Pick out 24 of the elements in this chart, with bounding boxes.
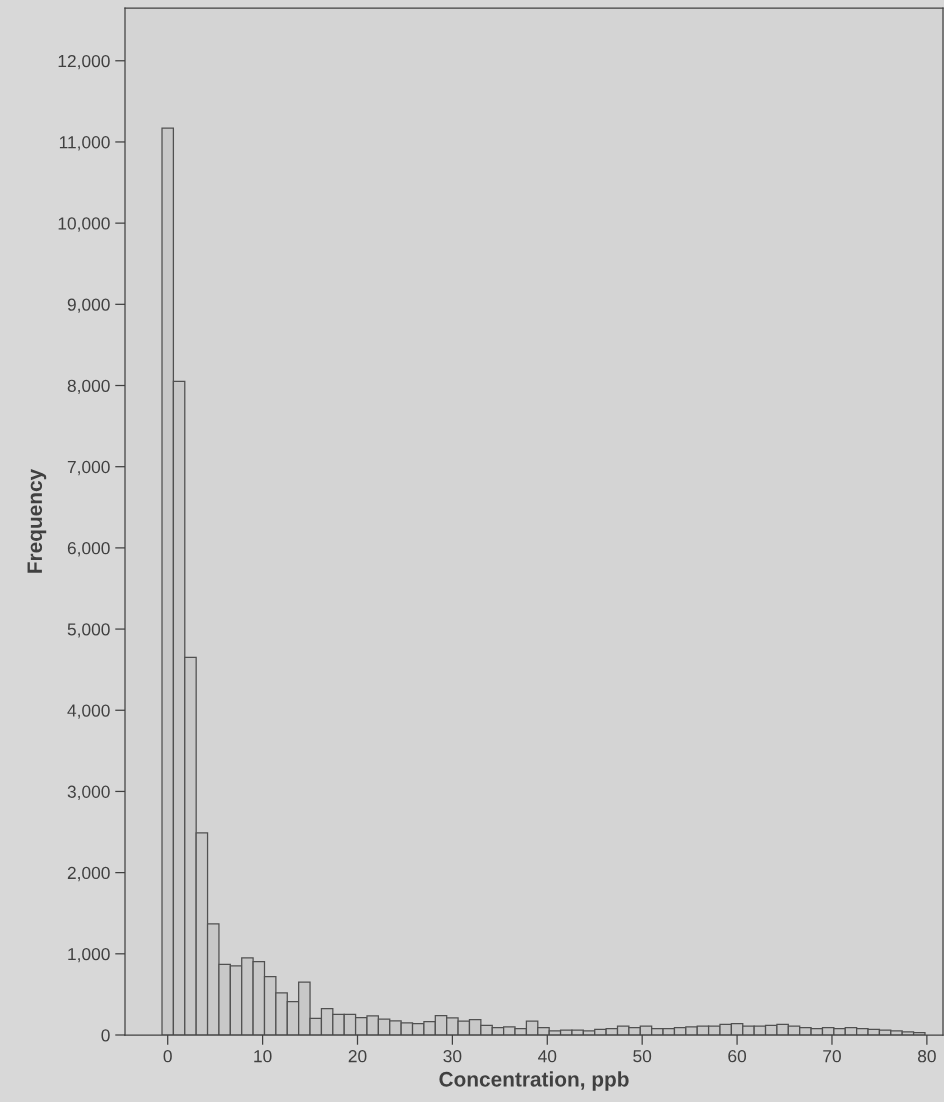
x-tick-label: 60 xyxy=(728,1050,747,1063)
x-axis-title: Concentration, ppb xyxy=(439,1071,629,1091)
x-tick-label: 0 xyxy=(163,1050,172,1063)
y-tick-label: 8,000 xyxy=(67,379,110,395)
x-tick-label: 80 xyxy=(917,1050,936,1063)
x-tick-label: 10 xyxy=(254,1050,272,1063)
y-tick-label: 11,000 xyxy=(59,136,110,151)
y-tick-label: 3,000 xyxy=(67,785,110,800)
x-tick-label: 50 xyxy=(633,1050,652,1063)
y-tick-label: 7,000 xyxy=(67,460,110,476)
y-tick-label: 6,000 xyxy=(67,542,110,557)
y-tick-label: 10,000 xyxy=(58,217,110,232)
y-tick-label: 2,000 xyxy=(67,866,110,882)
x-tick-label: 20 xyxy=(348,1050,367,1063)
y-tick-label: 12,000 xyxy=(58,54,110,70)
y-axis-title: Frequency xyxy=(27,468,47,573)
x-tick-label: 30 xyxy=(443,1050,462,1063)
x-tick-label: 70 xyxy=(823,1050,841,1063)
y-tick-label: 5,000 xyxy=(67,623,110,638)
y-tick-label: 1,000 xyxy=(68,947,110,963)
x-tick-label: 40 xyxy=(538,1050,557,1063)
y-tick-label: 0 xyxy=(101,1029,110,1042)
y-tick-label: 9,000 xyxy=(67,298,110,313)
y-tick-label: 4,000 xyxy=(67,704,110,719)
